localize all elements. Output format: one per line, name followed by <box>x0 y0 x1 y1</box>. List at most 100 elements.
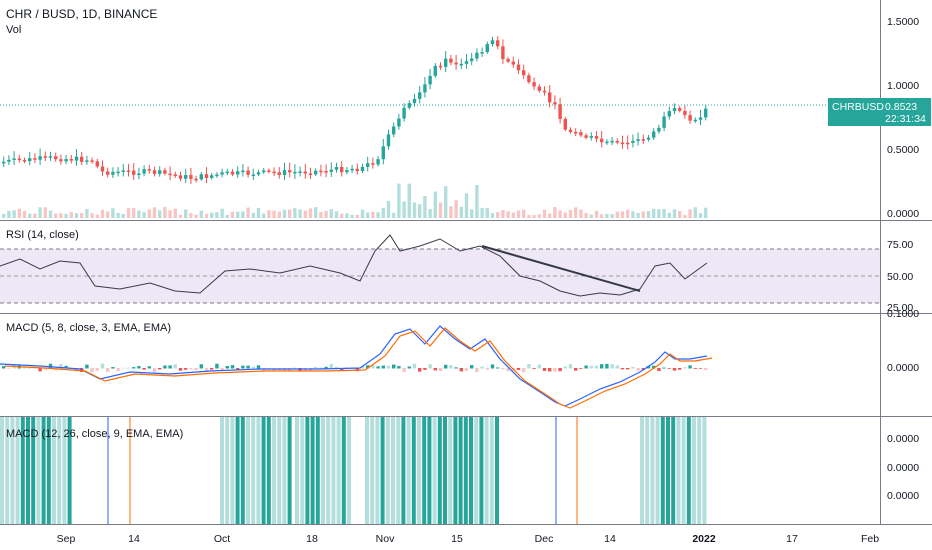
candle <box>116 171 120 174</box>
macd-slow-bar <box>321 417 325 524</box>
candle <box>418 92 422 99</box>
volume-bar <box>537 214 541 218</box>
volume-bar <box>210 212 214 218</box>
time-label: 14 <box>128 533 140 545</box>
volume-bar <box>516 210 521 218</box>
price-axis[interactable]: 1.5000 1.0000 0.5000 0.0000 <box>880 0 932 220</box>
candle <box>59 159 63 162</box>
macd-slow-bar <box>391 417 395 524</box>
candle <box>444 58 448 67</box>
pane-separator[interactable] <box>0 416 932 417</box>
macd-slow-bar <box>305 417 310 524</box>
macd-fast-pane[interactable]: MACD (5, 8, close, 3, EMA, EMA) <box>0 314 880 416</box>
candle <box>74 156 79 161</box>
volume-bar <box>662 208 666 218</box>
macd-hist-bar <box>381 365 385 369</box>
macd-hist-bar <box>126 367 131 369</box>
macd-hist-bar <box>428 364 432 369</box>
candle <box>329 169 333 172</box>
macd-slow-bar <box>385 417 390 524</box>
rsi-axis[interactable]: 75.00 50.00 25.00 <box>880 221 932 314</box>
volume-bar <box>506 211 510 218</box>
volume-bar <box>80 213 84 218</box>
candle <box>464 61 469 64</box>
volume-bar <box>553 207 557 218</box>
macd-slow-bar <box>453 417 458 524</box>
candle <box>563 118 567 130</box>
volume-bar <box>402 201 406 218</box>
candle <box>319 170 323 173</box>
macd-hist-bar <box>355 368 359 372</box>
macd-hist-bar <box>501 368 505 370</box>
volume-bar <box>272 210 276 218</box>
candle <box>360 166 365 172</box>
time-label: 15 <box>451 533 463 545</box>
volume-bar <box>256 207 261 218</box>
volume-bar <box>548 213 552 218</box>
rsi-pane[interactable]: RSI (14, close) <box>0 221 880 313</box>
macd-hist-bar <box>168 365 172 369</box>
volume-bar <box>423 195 427 218</box>
rsi-chart <box>0 234 880 304</box>
candle <box>220 172 224 175</box>
candle <box>579 132 583 136</box>
macd-slow-bar <box>272 417 276 524</box>
volume-bar <box>262 213 266 218</box>
candle <box>95 161 99 167</box>
volume-bar <box>106 211 110 218</box>
candle <box>449 58 453 63</box>
candle <box>688 115 692 121</box>
rsi-tick: 25.00 <box>887 302 914 314</box>
volume-bar <box>277 211 281 218</box>
pane-separator[interactable] <box>0 220 932 221</box>
macd-hist-bar <box>490 364 495 369</box>
candle <box>532 82 536 87</box>
pane-separator[interactable] <box>0 524 932 525</box>
volume-bar <box>168 210 172 218</box>
candle <box>376 159 380 165</box>
macd-slow-bar <box>326 417 331 524</box>
macd-slow-bar <box>0 417 4 524</box>
candle <box>355 168 359 172</box>
macd-slow-bar <box>26 417 30 524</box>
macd-slow-bar <box>655 417 660 524</box>
pane-separator[interactable] <box>0 313 932 314</box>
macd-hist-bar <box>225 365 229 369</box>
candle <box>366 163 370 167</box>
candle <box>402 107 406 119</box>
volume-bar <box>204 213 209 218</box>
macd-slow-pane[interactable]: MACD (12, 26, close, 9, EMA, EMA) <box>0 417 880 524</box>
macd-slow-bar <box>458 417 463 524</box>
volume-bar <box>522 209 526 218</box>
macd-slow-bar <box>469 417 473 524</box>
volume-bar <box>459 206 463 218</box>
macd-slow-bar <box>341 417 346 524</box>
candle <box>132 170 136 175</box>
macd-slow-bar <box>666 417 670 524</box>
candle <box>189 175 193 179</box>
macd-fast-chart <box>0 325 713 409</box>
macd-hist-bar <box>7 368 11 369</box>
candle <box>371 163 375 165</box>
volume-bar <box>584 213 588 218</box>
macd-hist-bar <box>33 368 37 369</box>
macd-hist-bar <box>392 364 396 369</box>
macd-slow-bar <box>692 417 696 524</box>
macd-hist-bar <box>230 365 235 369</box>
volume-bar <box>631 211 635 218</box>
macd-slow-axis[interactable]: 0.0000 0.0000 0.0000 <box>880 417 932 524</box>
macd-fast-axis[interactable]: 0.1000 0.0000 <box>880 308 932 416</box>
time-axis[interactable]: Sep 14 Oct 18 Nov 15 Dec 14 2022 17 Feb <box>0 525 932 550</box>
macd-slow-bar <box>463 417 468 524</box>
candle <box>48 156 53 158</box>
volume-bar <box>230 211 235 218</box>
macd-slow-bar <box>277 417 282 524</box>
macd-hist-bar <box>163 365 167 369</box>
volume-bar <box>542 209 547 218</box>
macd-hist-bar <box>173 364 177 369</box>
volume-bar <box>454 200 458 218</box>
candle <box>298 171 302 174</box>
price-pane[interactable]: CHR / BUSD, 1D, BINANCE Vol <box>0 0 880 220</box>
macd-hist-bar <box>449 365 453 369</box>
candle <box>303 171 307 174</box>
